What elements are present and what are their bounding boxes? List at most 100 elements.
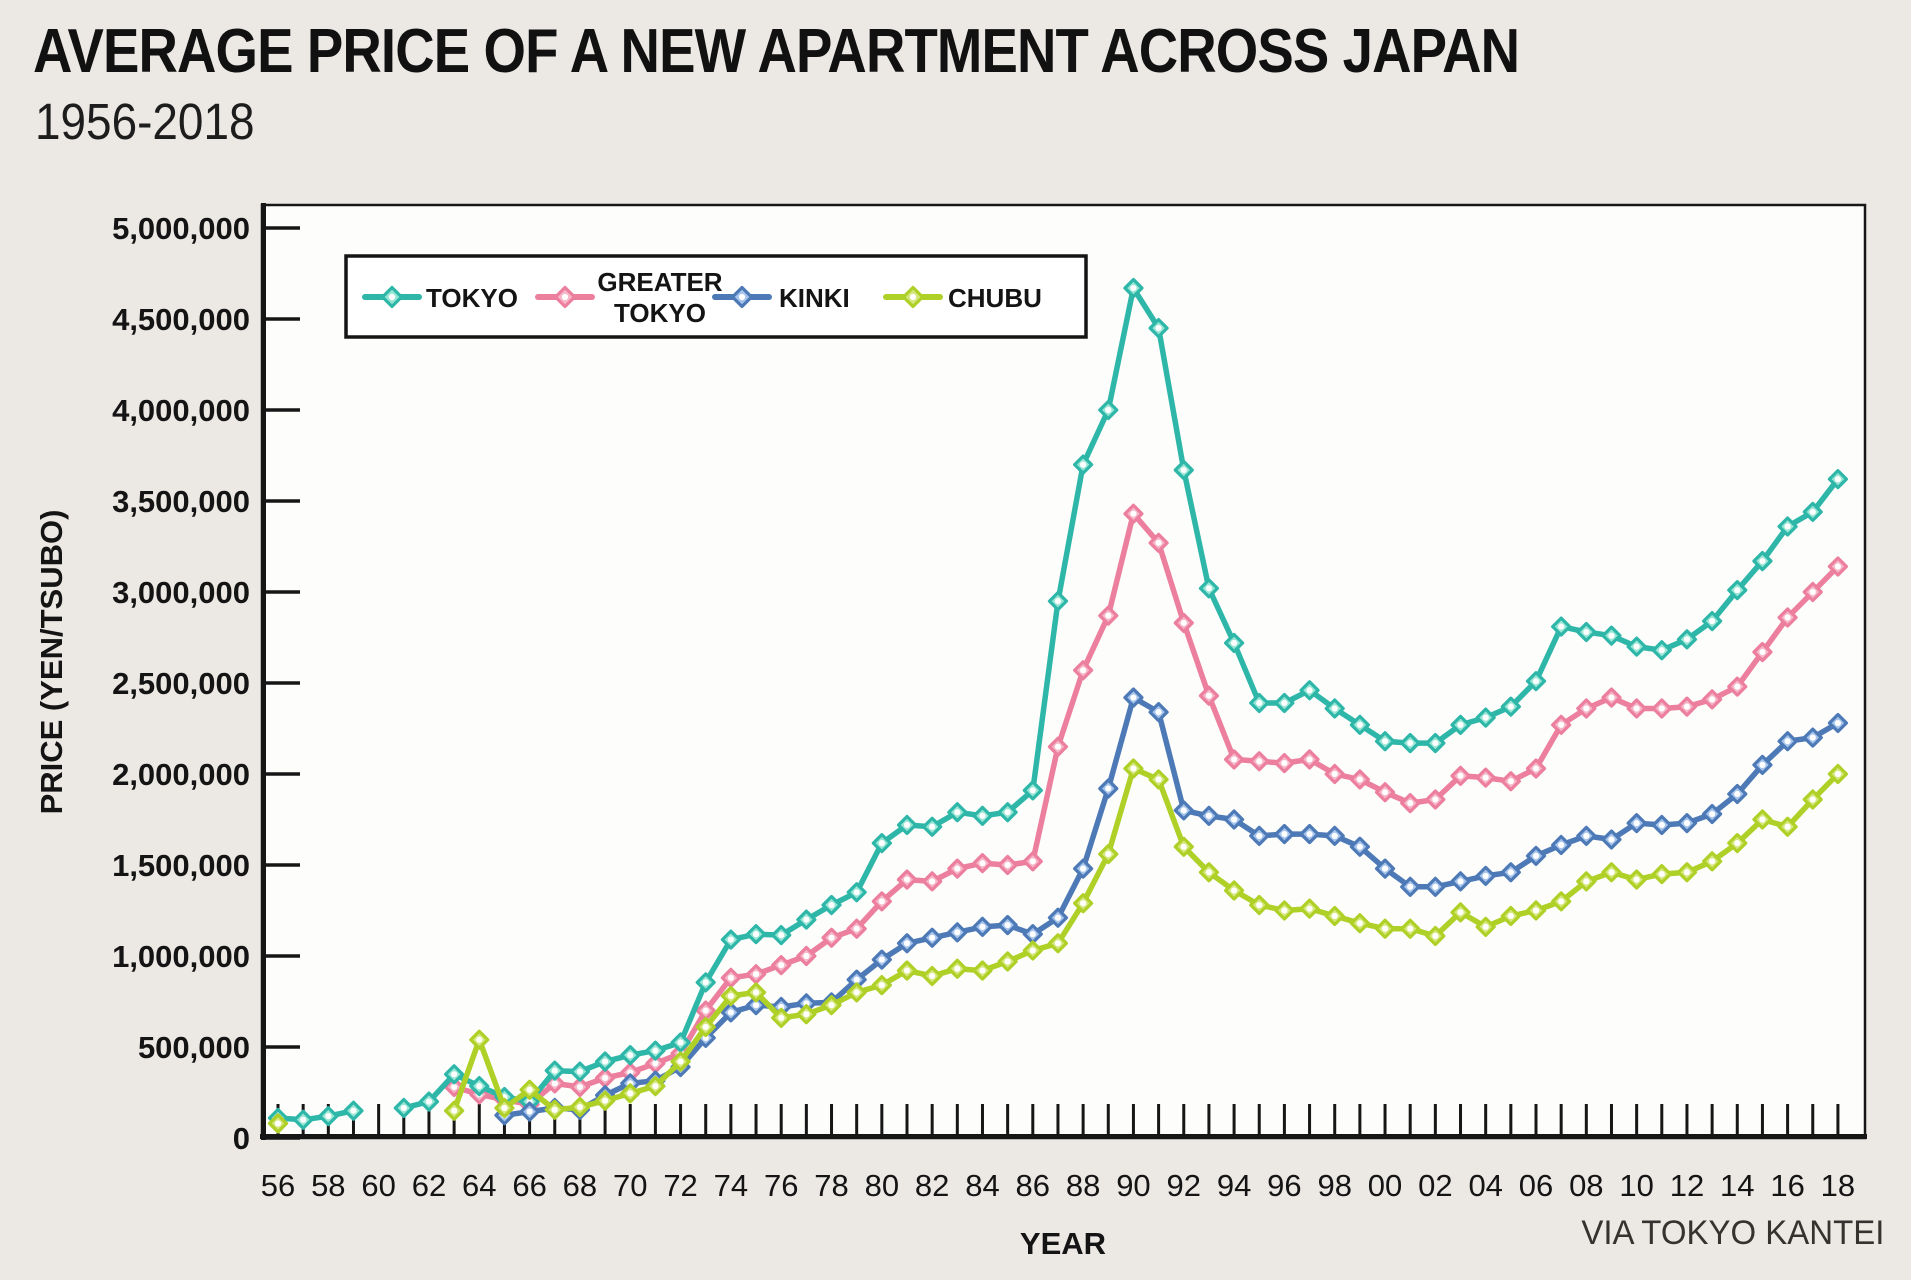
y-tick-label: 0 xyxy=(233,1121,250,1156)
data-point-center xyxy=(1256,758,1263,765)
y-tick-label: 3,500,000 xyxy=(112,484,250,519)
x-tick-label: 10 xyxy=(1619,1168,1653,1203)
x-tick-label: 86 xyxy=(1016,1168,1050,1203)
data-point-center xyxy=(1734,587,1741,594)
data-point-center xyxy=(727,992,734,1000)
data-point-center xyxy=(1230,756,1238,763)
series-tokyo xyxy=(267,277,1849,1130)
data-point-center xyxy=(1105,785,1112,792)
data-point-center xyxy=(1532,852,1540,860)
data-point-center xyxy=(1230,887,1238,894)
data-point-center xyxy=(979,860,986,867)
x-axis-title: YEAR xyxy=(1019,1226,1107,1261)
data-point-center xyxy=(1381,738,1389,745)
data-point-center xyxy=(1306,905,1313,912)
data-point-center xyxy=(1256,832,1263,839)
data-point-center xyxy=(1080,865,1087,872)
data-point-center xyxy=(1558,721,1565,728)
legend-marker-center xyxy=(738,293,746,301)
y-tick-label: 1,500,000 xyxy=(112,848,250,883)
data-point-center xyxy=(451,1071,458,1078)
data-point-center xyxy=(1658,871,1665,878)
data-point-center xyxy=(1432,883,1439,890)
data-point-center xyxy=(601,1074,609,1082)
data-point-center xyxy=(878,840,885,847)
data-point-center xyxy=(803,1000,810,1007)
data-point-center xyxy=(1155,539,1162,546)
data-point-center xyxy=(1205,869,1213,876)
data-point-center xyxy=(752,1002,760,1009)
data-point-center xyxy=(601,1097,609,1104)
legend-label: CHUBU xyxy=(948,283,1042,313)
data-point-center xyxy=(1784,523,1791,530)
data-point-center xyxy=(551,1067,558,1074)
plot-area xyxy=(260,203,1867,1140)
data-point-center xyxy=(979,923,986,930)
data-point-center xyxy=(1608,869,1615,876)
data-point-center xyxy=(1029,787,1036,794)
data-point-center xyxy=(400,1104,407,1112)
data-point-center xyxy=(929,823,936,830)
data-point-center xyxy=(1532,765,1540,772)
data-point-center xyxy=(1834,563,1842,570)
data-point-center xyxy=(1155,325,1162,332)
data-point-center xyxy=(1482,714,1489,721)
data-point-center xyxy=(1281,759,1288,767)
data-point-center xyxy=(1029,931,1036,938)
data-point-center xyxy=(1180,466,1187,474)
data-point-center xyxy=(1583,832,1590,839)
data-point-center xyxy=(878,982,885,989)
data-point-center xyxy=(828,901,835,909)
data-point-center xyxy=(1683,636,1691,643)
data-point-center xyxy=(1381,789,1389,796)
data-point-center xyxy=(853,925,860,932)
data-point-center xyxy=(1381,865,1389,872)
data-point-center xyxy=(627,1069,634,1076)
data-point-center xyxy=(1205,692,1213,699)
data-point-center xyxy=(1633,820,1640,827)
data-point-center xyxy=(350,1107,357,1114)
x-tick-label: 60 xyxy=(361,1168,395,1203)
data-point-center xyxy=(1507,869,1514,876)
data-point-center xyxy=(903,967,911,974)
x-tick-label: 06 xyxy=(1519,1168,1553,1203)
y-tick-label: 4,000,000 xyxy=(112,393,250,428)
data-point-center xyxy=(551,1106,558,1113)
data-point-center xyxy=(778,1014,785,1021)
data-point-center xyxy=(1281,699,1288,707)
data-point-center xyxy=(1381,925,1389,932)
x-tick-label: 76 xyxy=(764,1168,798,1203)
x-tick-label: 18 xyxy=(1821,1168,1855,1203)
data-point-center xyxy=(853,976,860,983)
data-point-center xyxy=(903,876,911,883)
data-point-center xyxy=(1180,843,1187,850)
x-tick-label: 56 xyxy=(261,1168,295,1203)
data-point-center xyxy=(1054,743,1062,750)
x-tick-label: 96 xyxy=(1267,1168,1301,1203)
data-point-center xyxy=(325,1113,332,1120)
data-point-center xyxy=(1256,901,1263,909)
data-point-center xyxy=(702,1023,709,1031)
data-point-center xyxy=(1004,958,1011,965)
data-point-center xyxy=(1256,699,1263,707)
data-point-center xyxy=(803,916,810,923)
data-point-center xyxy=(1608,694,1615,701)
data-point-center xyxy=(1356,920,1363,927)
data-point-center xyxy=(1809,734,1816,741)
data-point-center xyxy=(1205,812,1213,819)
data-point-center xyxy=(1306,756,1313,763)
data-point-center xyxy=(853,889,860,896)
x-tick-label: 78 xyxy=(814,1168,848,1203)
data-point-center xyxy=(1759,648,1766,656)
data-point-center xyxy=(702,979,709,986)
data-point-center xyxy=(1809,588,1816,596)
data-point-center xyxy=(1432,739,1439,747)
data-point-center xyxy=(1759,557,1766,565)
x-tick-label: 98 xyxy=(1317,1168,1351,1203)
data-point-center xyxy=(1608,632,1615,639)
data-point-center xyxy=(1004,921,1011,929)
data-point-center xyxy=(1784,614,1791,621)
data-point-center xyxy=(526,1108,533,1115)
data-point-center xyxy=(576,1068,584,1075)
y-tick-label: 4,500,000 xyxy=(112,302,250,337)
